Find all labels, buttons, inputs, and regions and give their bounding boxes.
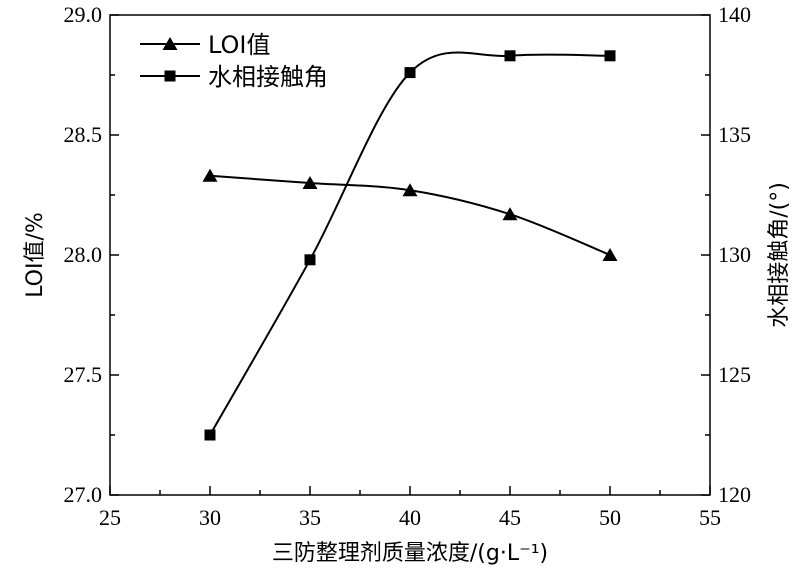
- contact-angle-series-line: [209, 51, 611, 436]
- x-tick-label: 40: [399, 505, 421, 530]
- x-tick-label: 55: [699, 505, 721, 530]
- loi-data-point: [302, 176, 318, 189]
- x-tick-label: 50: [599, 505, 621, 530]
- curves-layer: [209, 51, 611, 436]
- y-right-tick-label: 140: [718, 2, 751, 27]
- y-right-tick-labels: 120 125 130 135 140: [718, 2, 751, 507]
- y-right-tick-label: 125: [718, 362, 751, 387]
- legend-label-loi: LOI值: [208, 31, 270, 59]
- contact-angle-data-point: [404, 67, 416, 79]
- legend-square-marker-icon: [164, 70, 176, 82]
- loi-data-point: [502, 207, 518, 221]
- plot-frame: [109, 14, 711, 496]
- loi-data-point: [202, 168, 218, 182]
- y-right-tick-label: 130: [718, 242, 751, 267]
- legend-item-loi: LOI值: [140, 31, 270, 59]
- contact-angle-data-point: [504, 50, 516, 62]
- x-tick-label: 25: [99, 505, 121, 530]
- y-left-tick-label: 28.0: [64, 242, 103, 267]
- y-right-tick-label: 135: [718, 122, 751, 147]
- x-tick-labels: 25 30 35 40 45 50 55: [99, 505, 721, 530]
- contact-angle-data-point: [204, 429, 216, 441]
- y-left-axis-title: LOI值/%: [23, 212, 48, 298]
- x-tick-label: 30: [199, 505, 221, 530]
- legend-item-contact-angle: 水相接触角: [140, 63, 328, 91]
- legend-triangle-marker-icon: [162, 37, 178, 50]
- y-right-tick-label: 120: [718, 482, 751, 507]
- y-left-tick-label: 27.0: [64, 482, 103, 507]
- x-tick-label: 35: [299, 505, 321, 530]
- contact-angle-data-point: [604, 50, 616, 62]
- y-left-tick-labels: 27.0 27.5 28.0 28.5 29.0: [64, 2, 103, 507]
- ticks-layer: [109, 14, 711, 496]
- loi-data-point: [402, 183, 418, 197]
- markers-layer: [202, 50, 618, 441]
- contact-angle-data-point: [304, 254, 316, 266]
- y-left-tick-label: 27.5: [64, 362, 103, 387]
- y-right-axis-title: 水相接触角/(°): [767, 182, 792, 328]
- loi-data-point: [602, 248, 618, 261]
- x-axis-title: 三防整理剂质量浓度/(g·L⁻¹): [272, 541, 548, 566]
- legend: LOI值 水相接触角: [140, 31, 328, 91]
- x-tick-label: 45: [499, 505, 521, 530]
- legend-label-contact-angle: 水相接触角: [208, 63, 328, 91]
- y-left-tick-label: 29.0: [64, 2, 103, 27]
- y-left-tick-label: 28.5: [64, 122, 103, 147]
